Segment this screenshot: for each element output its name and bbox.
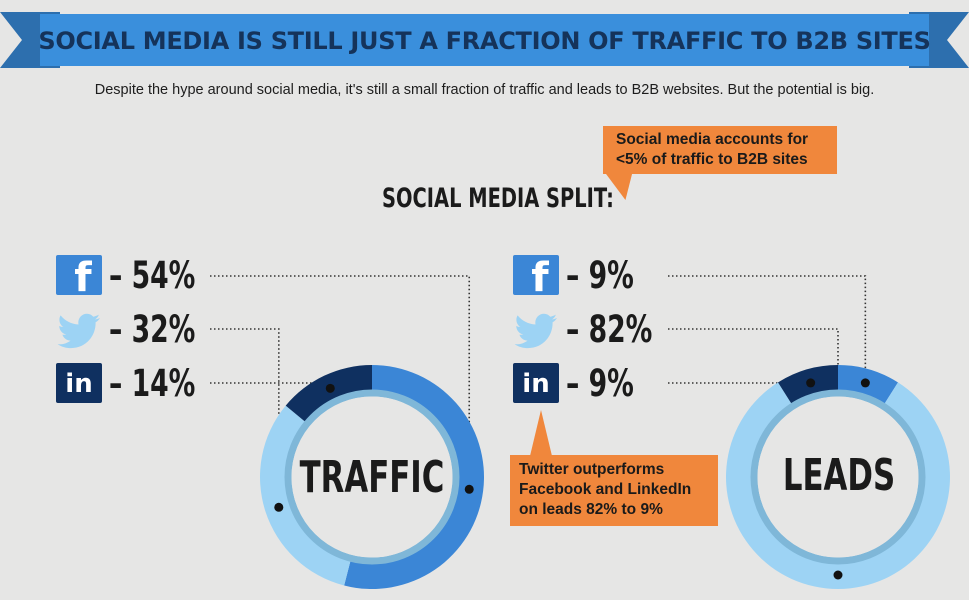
facebook-icon-bg [513,255,559,295]
facebook-glyph: f [531,255,549,301]
facebook-glyph: f [74,255,92,301]
linkedin-glyph: in [65,369,93,399]
linkedin-icon: in [513,363,559,403]
facebook-icon: f [513,255,559,301]
traffic-linkedin-value: – 14% [109,362,196,405]
page-subtitle: Despite the hype around social media, it… [94,82,875,98]
twitter-icon [57,313,100,349]
traffic-dot-twitter [274,502,284,512]
twitter-icon [514,313,557,349]
leads-twitter-value: – 82% [566,308,653,351]
leads-facebook-value: – 9% [566,254,634,297]
traffic-inner-ring [284,389,460,565]
leads-inner-ring [750,389,926,565]
callout-bottom-line-1: Twitter outperforms [519,461,665,478]
callout-top-line-1: Social media accounts for [616,131,809,148]
title-banner [0,12,969,68]
page-title: SOCIAL MEDIA IS STILL JUST A FRACTION OF… [38,27,931,55]
traffic-dot-facebook [464,484,474,494]
section-title: SOCIAL MEDIA SPLIT: [382,183,614,214]
banner-band [40,14,929,66]
linkedin-icon-bg [56,363,102,403]
leads-dot-facebook [860,378,870,388]
callout-bottom-line-2: Facebook and LinkedIn [519,481,692,498]
callout-top-line-2: <5% of traffic to B2B sites [616,151,808,168]
leads-donut-label: LEADS [782,450,896,501]
facebook-icon-bg [56,255,102,295]
connector-dots [274,378,870,580]
leads-connector-twitter [668,328,839,575]
linkedin-icon-bg [513,363,559,403]
leads-connector-facebook [668,275,867,383]
traffic-twitter-value: – 32% [109,308,196,351]
twitter-bird-shape [514,313,557,349]
traffic-slice-linkedin [285,365,372,424]
traffic-slice-facebook [344,365,485,589]
traffic-center [291,396,453,558]
traffic-dot-linkedin [325,383,335,393]
traffic-facebook-value: – 54% [109,254,196,297]
callout-bottom-tail [530,410,552,456]
traffic-connector-twitter [210,328,280,508]
leads-center [757,396,919,558]
callout-twitter-leads: Twitter outperforms Facebook and LinkedI… [510,455,718,526]
donut-traffic [260,365,485,589]
facebook-icon: f [56,255,102,301]
traffic-connector-facebook [210,275,471,490]
leads-dot-linkedin [806,378,816,388]
twitter-bird-shape [57,313,100,349]
linkedin-icon: in [56,363,102,403]
leads-dot-twitter [833,570,843,580]
traffic-donut-label: TRAFFIC [299,452,445,503]
callout-social-share: Social media accounts for <5% of traffic… [603,126,837,174]
callout-bottom-line-3: on leads 82% to 9% [519,501,663,518]
linkedin-glyph: in [522,369,550,399]
leads-linkedin-value: – 9% [566,362,634,405]
traffic-slice-twitter [260,405,352,586]
